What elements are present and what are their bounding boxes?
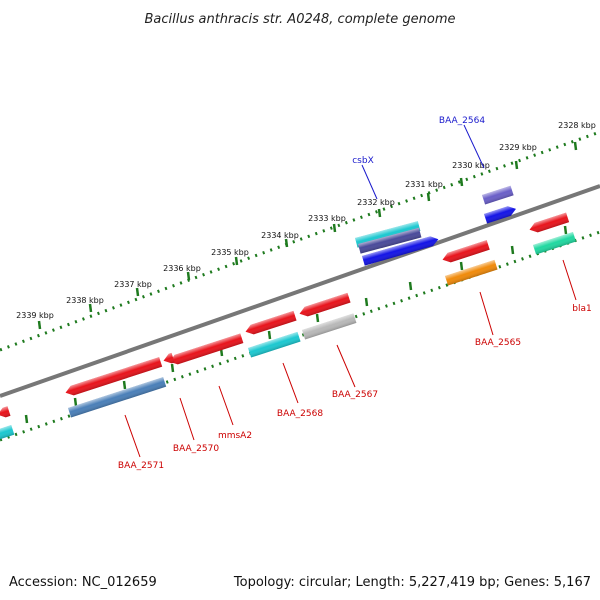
major-tick — [284, 238, 289, 248]
gene-feature[interactable] — [528, 212, 570, 235]
gene-feature[interactable] — [68, 377, 167, 418]
leader-line — [479, 291, 494, 336]
tick-label: 2339 kbp — [16, 311, 54, 320]
topology-text: Topology: circular; Length: 5,227,419 bp… — [233, 575, 591, 590]
gene-feature[interactable] — [358, 227, 422, 254]
tick-label: 2336 kbp — [163, 264, 201, 273]
gene-feature[interactable] — [484, 204, 518, 224]
major-tick — [459, 177, 464, 187]
gene-feature[interactable] — [162, 352, 175, 366]
gene-feature[interactable] — [248, 331, 301, 358]
leader-line — [218, 385, 234, 426]
tick-label: 2335 kbp — [211, 248, 249, 257]
leader-line — [463, 124, 485, 169]
tick-label: 2329 kbp — [499, 143, 537, 152]
tick-label: 2330 kbp — [452, 161, 490, 170]
major-tick — [170, 363, 175, 373]
major-tick — [563, 225, 568, 235]
tick-label: 2337 kbp — [114, 280, 152, 289]
gene-feature[interactable] — [441, 240, 490, 264]
major-tick — [37, 320, 42, 330]
leader-line — [282, 362, 299, 404]
accession-text: Accession: NC_012659 — [9, 575, 157, 590]
leader-line — [124, 414, 141, 458]
leader-line — [562, 259, 577, 301]
gene-feature[interactable] — [362, 235, 440, 266]
major-tick — [234, 256, 239, 266]
major-tick — [426, 192, 431, 202]
gene-feature[interactable] — [298, 292, 351, 319]
gene-labels: BAA_2564 csbX bla1 BAA_2565 BAA_2567 BAA_2568… — [118, 116, 592, 471]
major-tick — [73, 397, 78, 407]
gene-label[interactable]: BAA_2568 — [277, 409, 323, 419]
leader-line — [179, 397, 195, 441]
gene-label[interactable]: bla1 — [572, 304, 591, 314]
gene-feature[interactable] — [0, 406, 11, 419]
major-tick — [364, 297, 369, 307]
gene-label[interactable]: BAA_2565 — [475, 338, 521, 348]
gene-label[interactable]: BAA_2570 — [173, 444, 219, 454]
major-tick — [24, 414, 29, 424]
leader-line — [336, 344, 356, 388]
major-tick — [267, 330, 272, 340]
label-leaders — [124, 124, 577, 458]
major-tick — [510, 245, 515, 255]
tick-label: 2328 kbp — [558, 121, 596, 130]
gene-feature[interactable] — [302, 313, 357, 340]
tick-label: 2338 kbp — [66, 296, 104, 305]
major-ticks — [24, 141, 578, 424]
gene-feature[interactable] — [168, 333, 244, 367]
gene-feature[interactable] — [533, 232, 577, 255]
leader-line — [361, 164, 378, 200]
gene-label[interactable]: BAA_2564 — [439, 116, 485, 126]
major-tick — [573, 141, 578, 151]
gene-feature[interactable] — [445, 259, 498, 286]
major-tick — [135, 287, 140, 297]
outer-tick-track — [0, 130, 600, 352]
tick-label: 2331 kbp — [405, 180, 443, 189]
gene-label[interactable]: mmsA2 — [218, 431, 252, 441]
gene-label[interactable]: BAA_2567 — [332, 390, 378, 400]
major-tick — [122, 380, 127, 390]
gene-label[interactable]: BAA_2571 — [118, 461, 164, 471]
tick-label: 2332 kbp — [357, 198, 395, 207]
major-tick — [459, 261, 464, 271]
gene-feature[interactable] — [0, 425, 15, 440]
major-tick — [332, 223, 337, 233]
major-tick — [186, 271, 191, 281]
tick-labels: 2328 kbp 2329 kbp 2330 kbp 2331 kbp 2332 kbp… — [16, 121, 596, 320]
major-tick — [408, 281, 413, 291]
gene-feature[interactable] — [64, 357, 163, 397]
major-tick — [315, 313, 320, 323]
gene-feature[interactable] — [244, 310, 297, 337]
tick-label: 2334 kbp — [261, 231, 299, 240]
tick-label: 2333 kbp — [308, 214, 346, 223]
genome-backbone — [0, 184, 600, 398]
gene-features — [0, 185, 577, 440]
major-tick — [88, 303, 93, 313]
major-tick — [377, 208, 382, 218]
major-tick — [514, 160, 519, 170]
gene-label[interactable]: csbX — [352, 156, 374, 166]
gene-feature[interactable] — [482, 185, 514, 205]
map-title: Bacillus anthracis str. A0248, complete … — [144, 12, 455, 27]
